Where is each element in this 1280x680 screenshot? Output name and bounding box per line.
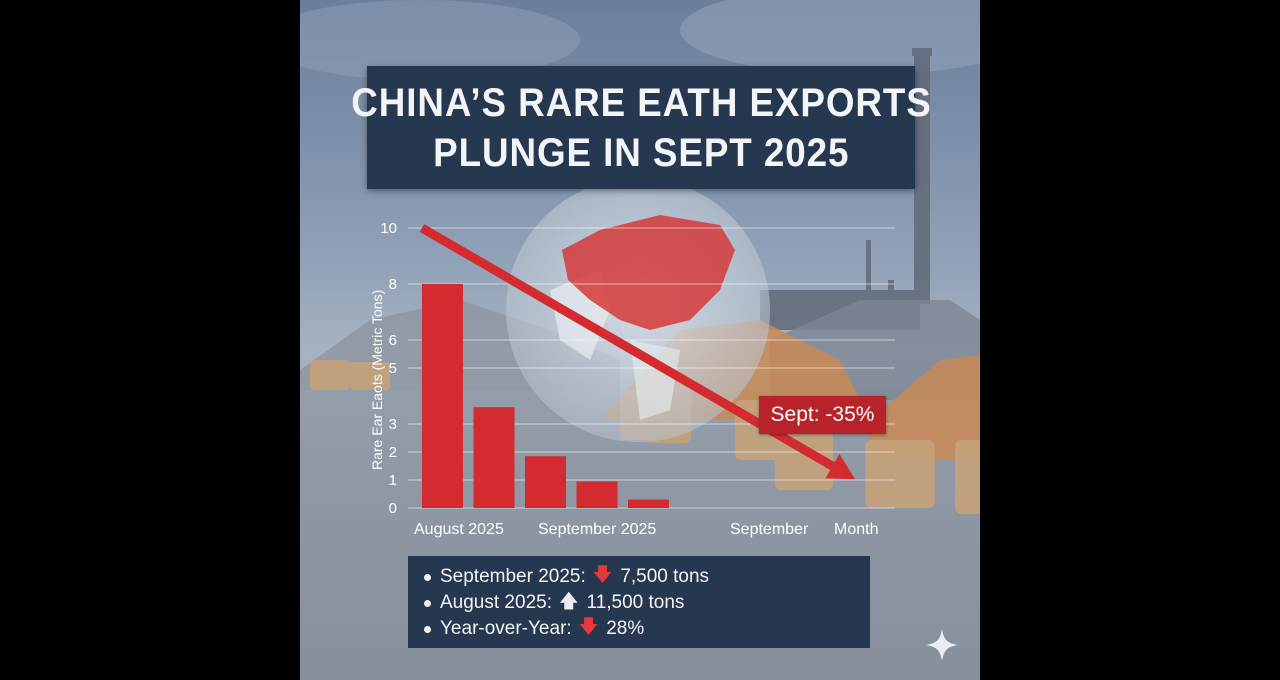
bullet-icon: [424, 599, 431, 607]
y-tick-label: 2: [389, 444, 397, 461]
x-tick-label-august-2025: August 2025: [414, 521, 504, 538]
globe-map-icon: [506, 178, 770, 442]
title-banner: CHINA’S RARE EATH EXPORTS PLUNGE IN SEPT…: [351, 66, 930, 189]
y-tick-label: 6: [389, 332, 397, 349]
x-tick-label-september-2025: September 2025: [538, 521, 656, 538]
y-tick-label: 5: [389, 360, 397, 377]
y-tick-label: 10: [380, 220, 397, 237]
title-line-1: CHINA’S RARE EATH EXPORTS: [350, 80, 932, 125]
bar-2: [525, 456, 566, 508]
bullet-icon: [424, 625, 431, 633]
stat-value: 28%: [606, 618, 645, 639]
y-tick-label: 1: [389, 472, 397, 489]
bar-3: [576, 481, 618, 508]
x-axis-label: Month: [834, 521, 878, 538]
arrow-down-icon: 🡇: [578, 617, 599, 638]
bar-4: [628, 499, 669, 508]
y-tick-label: 8: [389, 276, 397, 293]
sparkle-icon: [926, 629, 958, 661]
y-tick-label: 3: [389, 416, 397, 433]
y-tick-label: 0: [389, 500, 397, 517]
title-line-2: PLUNGE IN SEPT 2025: [432, 130, 850, 175]
stat-label: Year-over-Year:: [440, 618, 572, 639]
arrow-down-icon: 🡇: [592, 565, 613, 586]
stats-panel: September 2025: 🡇 7,500 tons August 2025…: [408, 556, 870, 648]
x-tick-label-september: September: [730, 521, 809, 538]
stat-value: 7,500 tons: [620, 566, 710, 587]
annotation-badge: Sept: -35%: [759, 396, 886, 434]
trend-arrow-head: [825, 454, 855, 480]
stat-row-september: September 2025: 🡇 7,500 tons: [424, 564, 870, 590]
bar-chart: 0 1 2 3 5 6 8 10 Rare Ear Eaots (Metric Tons) A…: [369, 220, 895, 538]
arrow-up-icon: 🡅: [558, 591, 579, 612]
bullet-icon: [424, 573, 431, 581]
bar-1: [473, 407, 515, 508]
stat-row-yoy: Year-over-Year: 🡇 28%: [424, 616, 870, 642]
stat-label: August 2025:: [440, 592, 552, 613]
stat-value: 11,500 tons: [586, 592, 685, 613]
stat-label: September 2025:: [440, 566, 586, 587]
y-axis-label: Rare Ear Eaots (Metric Tons): [369, 290, 385, 470]
infographic-card: CHINA’S RARE EATH EXPORTS PLUNGE IN SEPT…: [300, 0, 980, 680]
stat-row-august: August 2025: 🡅 11,500 tons: [424, 590, 870, 616]
bar-0: [422, 284, 463, 508]
